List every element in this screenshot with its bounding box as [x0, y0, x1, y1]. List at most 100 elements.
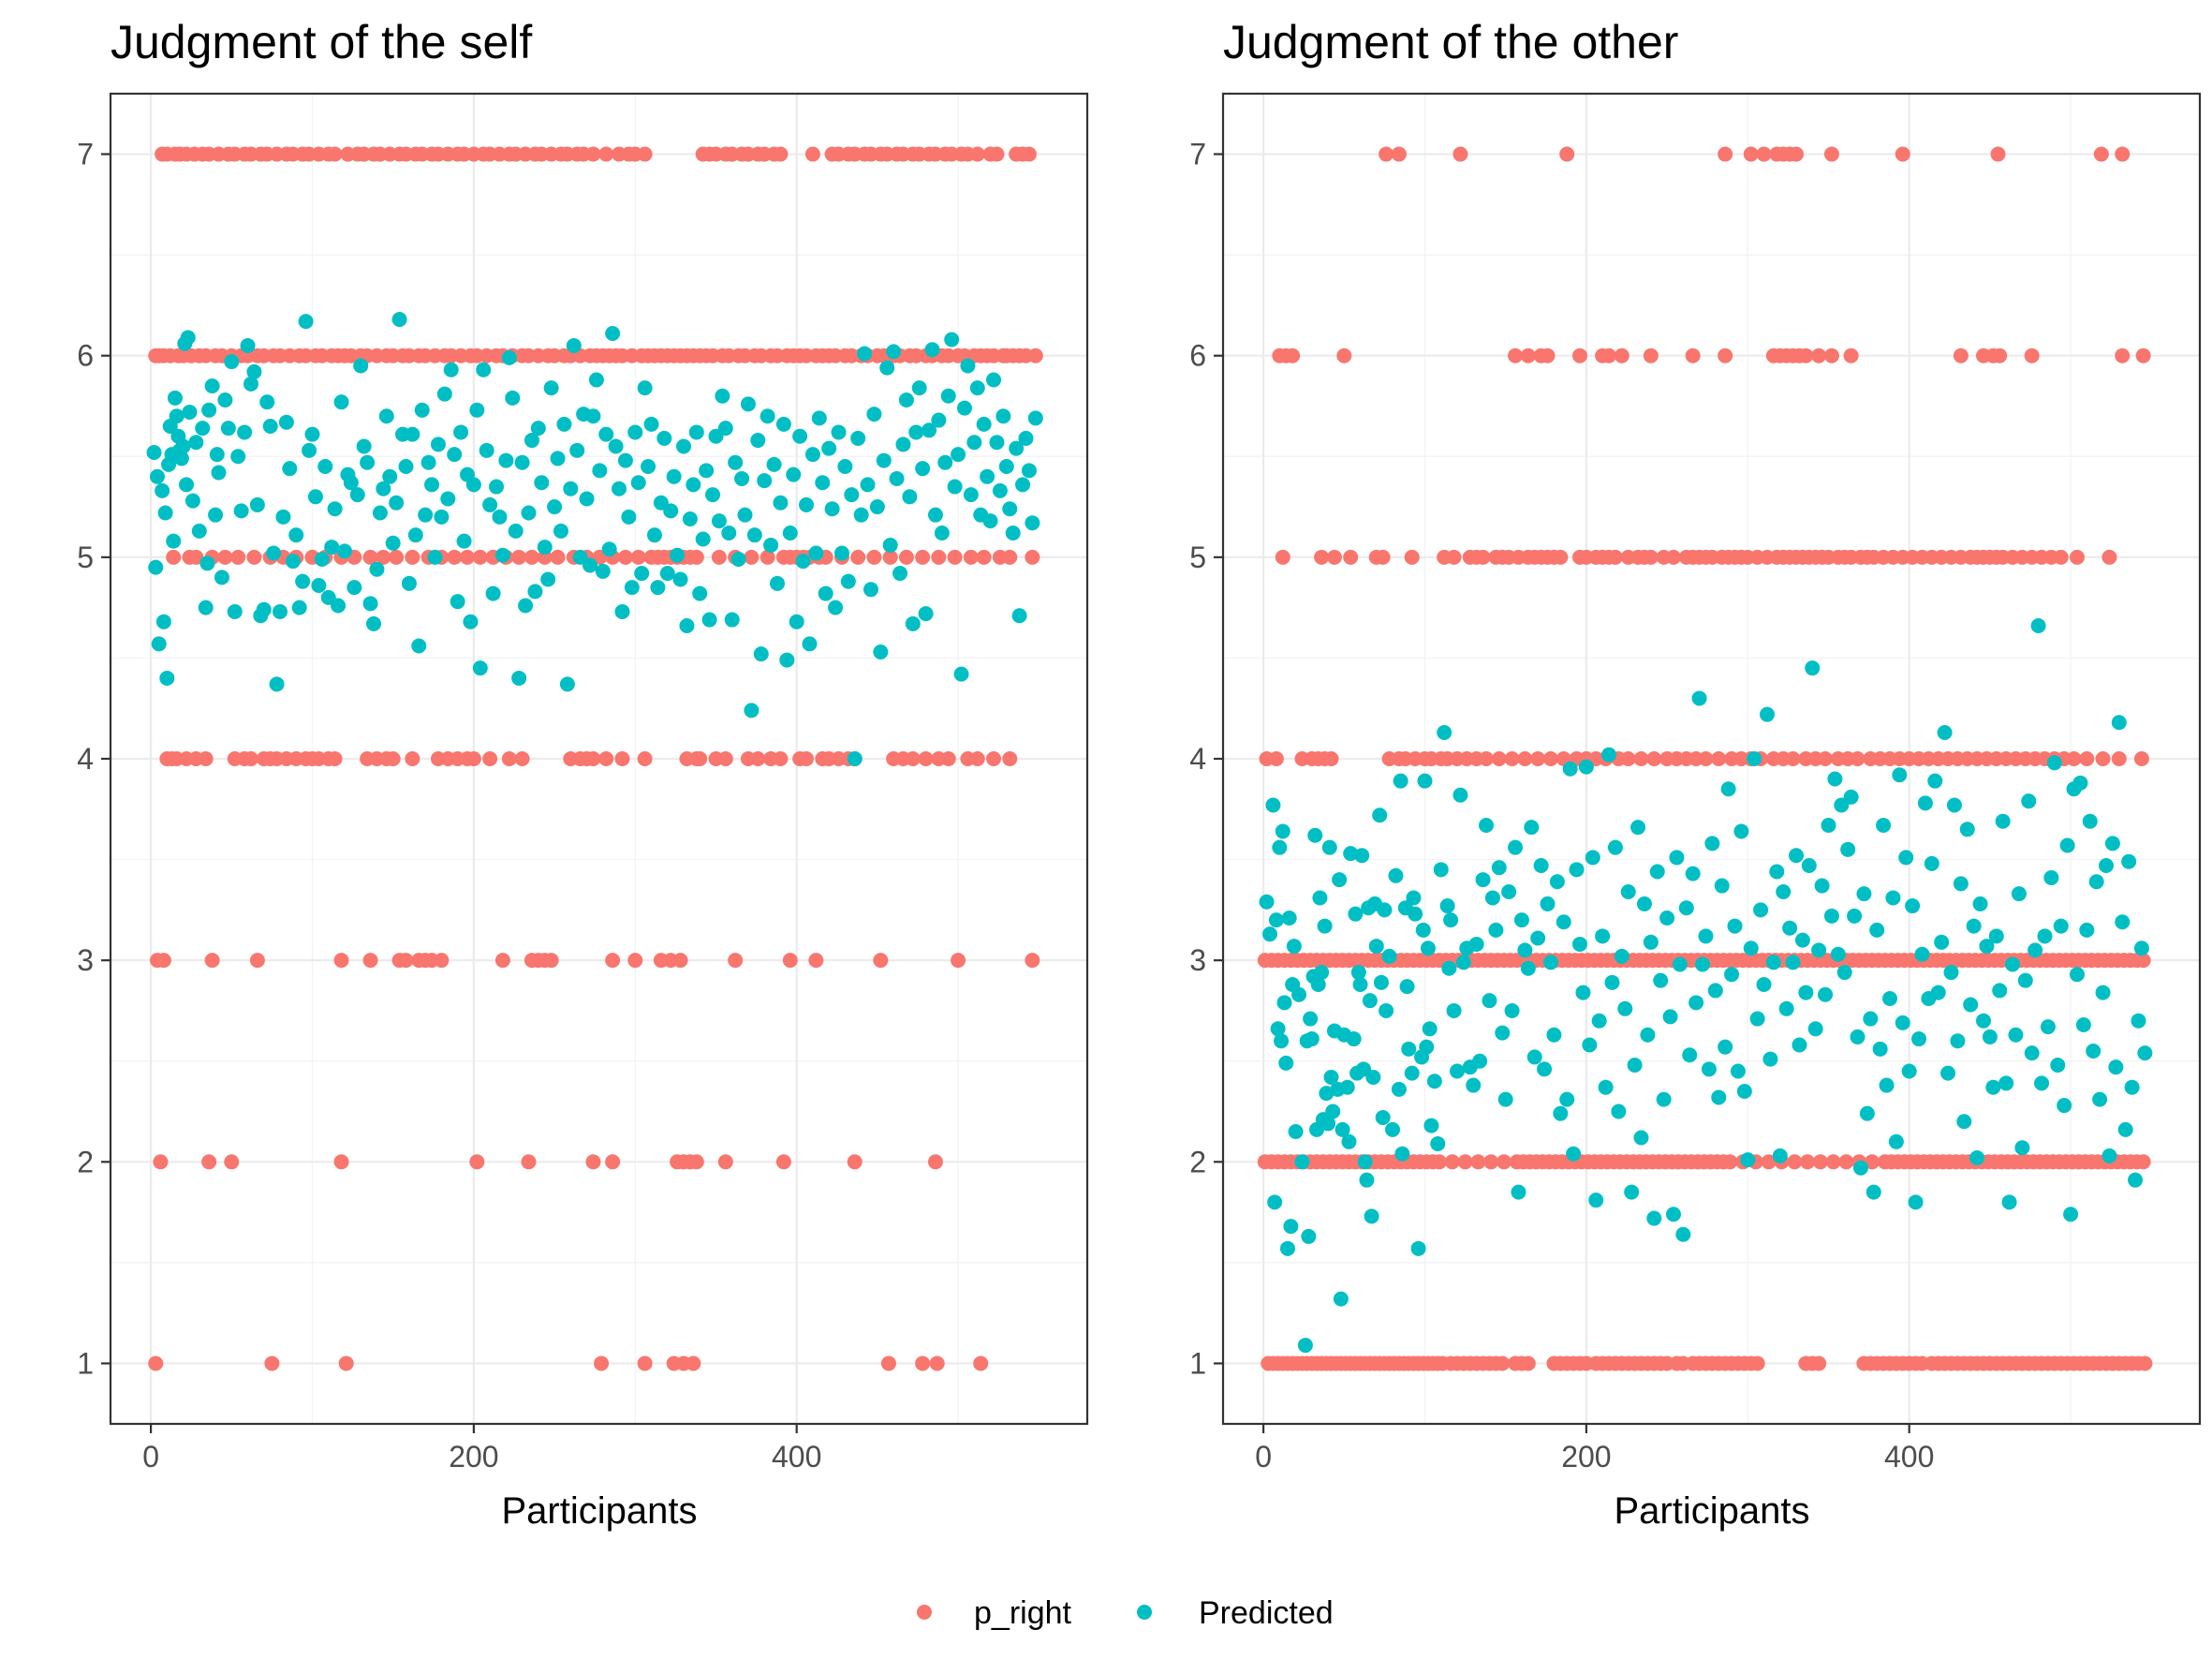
- point-predicted: [2053, 918, 2069, 934]
- point-p-right: [1444, 1154, 1460, 1170]
- point-predicted: [612, 481, 627, 496]
- point-predicted: [217, 393, 233, 408]
- point-predicted: [2050, 1058, 2066, 1074]
- point-predicted: [1430, 1135, 1446, 1151]
- point-predicted: [1714, 878, 1730, 894]
- point-p-right: [799, 751, 815, 766]
- point-p-right: [598, 146, 614, 162]
- point-predicted: [1972, 896, 1988, 911]
- point-predicted: [2086, 1043, 2101, 1059]
- point-p-right: [973, 1355, 989, 1371]
- point-predicted: [317, 459, 333, 475]
- point-predicted: [151, 636, 167, 652]
- point-predicted: [1937, 725, 1953, 741]
- point-predicted: [1275, 823, 1290, 839]
- point-predicted: [711, 513, 727, 529]
- point-predicted: [866, 407, 882, 422]
- point-p-right: [1698, 751, 1714, 766]
- point-p-right: [986, 751, 1002, 766]
- point-predicted: [588, 372, 604, 388]
- point-p-right: [1643, 348, 1659, 363]
- point-predicted: [947, 479, 963, 495]
- point-predicted: [1627, 1058, 1643, 1074]
- point-predicted: [1588, 1192, 1604, 1208]
- point-predicted: [1879, 1077, 1895, 1093]
- point-predicted: [1778, 1000, 1794, 1016]
- point-p-right: [153, 1154, 169, 1170]
- point-predicted: [1730, 1063, 1746, 1079]
- point-predicted: [605, 326, 621, 342]
- point-predicted: [1749, 1011, 1765, 1027]
- point-predicted: [1901, 1063, 1917, 1079]
- point-predicted: [730, 552, 746, 567]
- point-predicted: [443, 362, 459, 378]
- point-p-right: [1756, 146, 1772, 162]
- point-predicted: [411, 638, 427, 654]
- point-p-right: [1633, 751, 1649, 766]
- point-p-right: [717, 1154, 733, 1170]
- point-predicted: [2063, 1207, 2079, 1222]
- point-predicted: [1995, 813, 2011, 829]
- point-predicted: [1743, 941, 1759, 956]
- point-predicted: [1314, 965, 1330, 981]
- point-predicted: [1756, 976, 1772, 992]
- point-p-right: [1508, 348, 1524, 363]
- point-predicted: [601, 541, 617, 557]
- point-predicted: [2137, 1045, 2153, 1061]
- y-tick-label: 1: [77, 1346, 94, 1380]
- point-predicted: [804, 447, 820, 463]
- point-predicted: [1283, 1219, 1299, 1235]
- point-predicted: [1303, 1011, 1319, 1027]
- point-predicted: [666, 468, 682, 484]
- point-predicted: [405, 426, 420, 442]
- point-p-right: [385, 751, 401, 766]
- point-predicted: [501, 349, 517, 365]
- point-predicted: [922, 422, 937, 438]
- point-predicted: [1339, 1079, 1355, 1095]
- point-p-right: [1553, 549, 1569, 565]
- point-predicted: [1905, 898, 1921, 914]
- point-predicted: [521, 505, 537, 521]
- point-p-right: [2115, 348, 2131, 363]
- point-predicted: [201, 402, 217, 418]
- point-predicted: [1830, 946, 1846, 962]
- point-predicted: [705, 487, 721, 503]
- point-predicted: [2011, 886, 2027, 902]
- point-predicted: [724, 612, 740, 628]
- point-predicted: [1362, 993, 1378, 1009]
- point-predicted: [982, 513, 998, 529]
- point-predicted: [1439, 898, 1455, 914]
- point-predicted: [682, 511, 698, 526]
- point-predicted: [779, 652, 795, 668]
- point-predicted: [1665, 1207, 1681, 1222]
- point-predicted: [447, 447, 463, 463]
- point-predicted: [1546, 1027, 1562, 1043]
- point-p-right: [927, 1154, 943, 1170]
- point-p-right: [976, 549, 992, 565]
- point-p-right: [759, 549, 775, 565]
- point-predicted: [740, 396, 756, 412]
- point-p-right: [1446, 549, 1462, 565]
- point-p-right: [1002, 751, 1018, 766]
- point-p-right: [1749, 1355, 1765, 1371]
- point-predicted: [1002, 501, 1018, 517]
- point-predicted: [1724, 967, 1740, 983]
- point-predicted: [1449, 1063, 1465, 1079]
- point-predicted: [469, 402, 485, 418]
- point-predicted: [167, 390, 183, 406]
- point-p-right: [524, 549, 539, 565]
- point-predicted: [1701, 1061, 1717, 1077]
- point-predicted: [1691, 690, 1707, 706]
- point-predicted: [514, 454, 530, 470]
- point-p-right: [1530, 751, 1546, 766]
- point-predicted: [553, 523, 568, 539]
- point-predicted: [347, 580, 362, 596]
- point-predicted: [1624, 1184, 1640, 1200]
- x-axis-title-self: Participants: [502, 1490, 698, 1532]
- x-axis-title-other: Participants: [1615, 1490, 1810, 1532]
- point-predicted: [759, 408, 775, 424]
- point-p-right: [2135, 953, 2151, 969]
- point-p-right: [915, 549, 931, 565]
- point-predicted: [1747, 751, 1762, 766]
- point-p-right: [1825, 1154, 1841, 1170]
